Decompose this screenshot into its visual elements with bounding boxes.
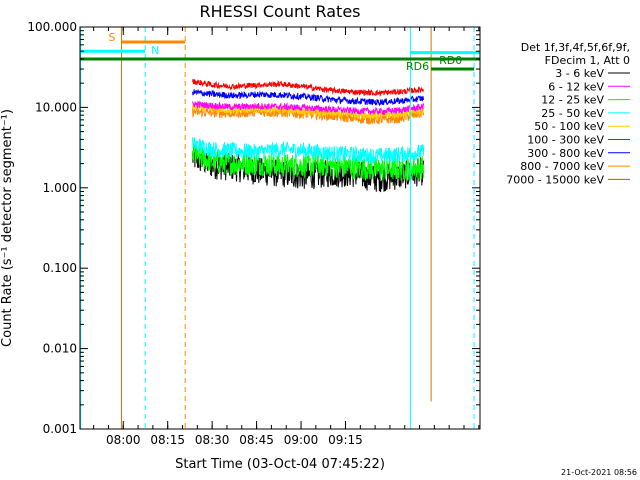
series-100-300-kev: [192, 78, 425, 97]
series-300-800-kev: [192, 88, 425, 107]
marker-label: S: [108, 31, 115, 44]
series-6-12-kev: [192, 100, 425, 116]
y-tick-label: 0.100: [43, 261, 77, 275]
legend-entry-label: 800 - 7000 keV: [520, 160, 604, 173]
legend-entry-label: 3 - 6 keV: [555, 67, 604, 80]
x-tick-label: 09:00: [284, 433, 319, 447]
legend-entry-label: 25 - 50 keV: [541, 107, 604, 120]
x-axis-label: Start Time (03-Oct-04 07:45:22): [175, 457, 385, 472]
x-tick-label: 08:00: [106, 433, 141, 447]
x-tick-label: 08:15: [150, 433, 185, 447]
y-tick-label: 0.001: [43, 422, 77, 436]
x-tick-label: 08:45: [239, 433, 274, 447]
y-tick-label: 1.000: [43, 181, 77, 195]
y-axis-label: Count Rate (s⁻¹ detector segment⁻¹): [0, 109, 15, 347]
legend-header: FDecim 1, Att 0: [545, 54, 630, 67]
legend-header: Det 1f,3f,4f,5f,6f,9f,: [521, 41, 630, 54]
y-axis-ticks: 100.000 10.000 1.000 0.100 0.010 0.001: [27, 20, 480, 436]
legend-entry-label: 7000 - 15000 keV: [506, 173, 604, 186]
legend-entry-label: 300 - 800 keV: [527, 147, 604, 160]
chart-title: RHESSI Count Rates: [200, 2, 361, 21]
x-tick-label: 08:30: [195, 433, 230, 447]
series-25-50-kev: [192, 137, 425, 164]
marker-label: RD0: [439, 54, 462, 67]
legend-entry-label: 100 - 300 keV: [527, 134, 604, 147]
legend-entry-label: 6 - 12 keV: [548, 80, 604, 93]
legend: Det 1f,3f,4f,5f,6f,9f,FDecim 1, Att 03 -…: [506, 41, 630, 186]
data-layer: [192, 78, 425, 193]
x-axis-ticks: 08:00 08:15 08:30 08:45 09:00 09:15: [93, 27, 480, 447]
y-tick-label: 0.010: [43, 342, 77, 356]
footer-timestamp: 21-Oct-2021 08:56: [561, 468, 637, 477]
marker-layer: S N RD6 RD0: [80, 27, 480, 429]
plot-frame: [79, 26, 481, 430]
y-tick-label: 10.000: [35, 100, 77, 114]
marker-label: RD6: [406, 60, 429, 73]
marker-label: N: [151, 44, 159, 57]
legend-entry-label: 50 - 100 keV: [534, 120, 604, 133]
x-tick-label: 09:15: [328, 433, 363, 447]
y-tick-label: 100.000: [27, 20, 77, 34]
legend-entry-label: 12 - 25 keV: [541, 94, 604, 107]
